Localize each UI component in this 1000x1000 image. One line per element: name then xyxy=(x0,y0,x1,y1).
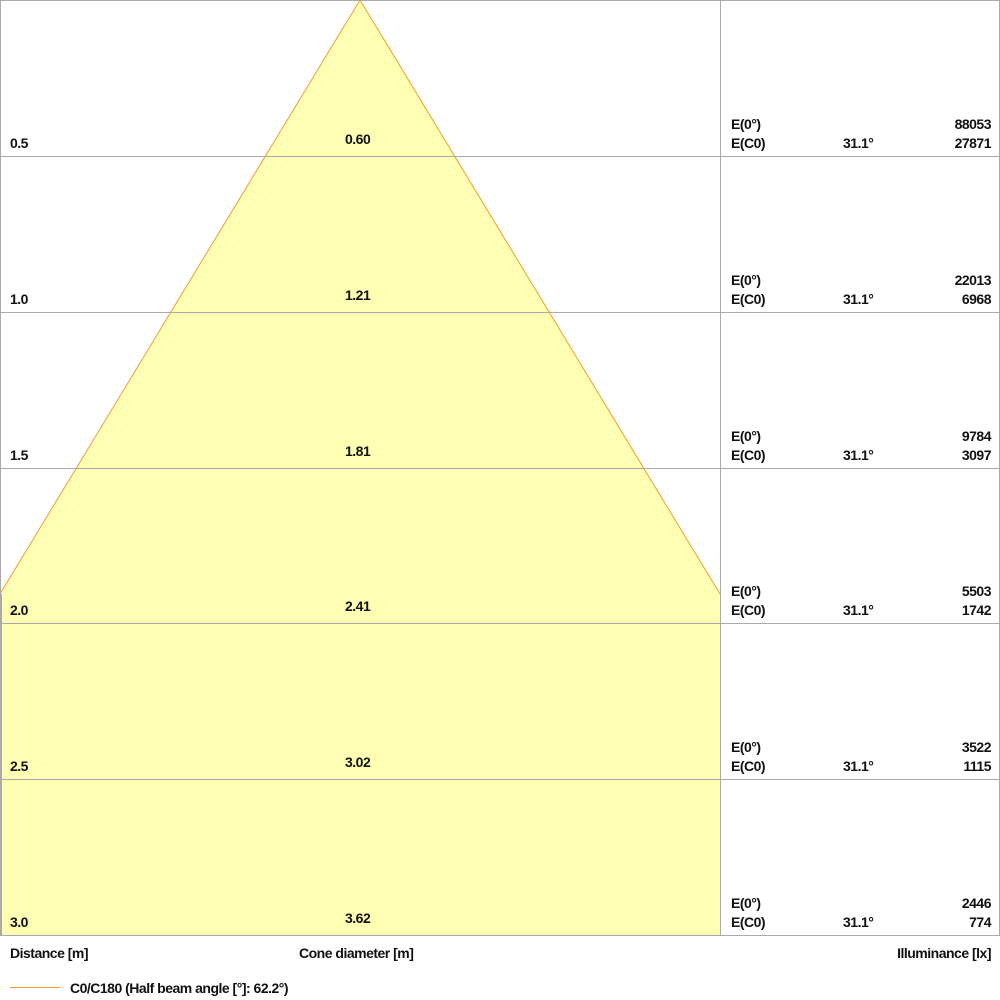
ec0-value: 27871 xyxy=(954,135,992,151)
cone-edge-right xyxy=(359,0,721,595)
cone-edge-left xyxy=(0,0,361,595)
distance-label: 3.0 xyxy=(10,914,28,930)
e0-label: E(0°) xyxy=(731,116,761,132)
ec0-label: E(C0) xyxy=(731,447,766,463)
e0-value: 2446 xyxy=(961,895,992,911)
ec0-value: 6968 xyxy=(961,291,992,307)
e0-label: E(0°) xyxy=(731,272,761,288)
ec0-label: E(C0) xyxy=(731,602,766,618)
ec0-value: 1115 xyxy=(963,758,991,774)
ec0-label: E(C0) xyxy=(731,135,766,151)
ec0-value: 3097 xyxy=(961,447,992,463)
distance-label: 1.5 xyxy=(10,447,28,463)
cone-diameter-label: 1.21 xyxy=(345,287,371,303)
e0-value: 88053 xyxy=(954,116,992,132)
distance-label: 2.5 xyxy=(10,758,28,774)
ec0-angle: 31.1° xyxy=(843,447,874,463)
e0-value: 22013 xyxy=(954,272,992,288)
e0-label: E(0°) xyxy=(731,583,761,599)
e0-value: 3522 xyxy=(961,739,992,755)
ec0-angle: 31.1° xyxy=(843,602,874,618)
e0-label: E(0°) xyxy=(731,428,761,444)
e0-value: 9784 xyxy=(961,428,992,444)
ec0-angle: 31.1° xyxy=(843,758,874,774)
ec0-label: E(C0) xyxy=(731,914,766,930)
ec0-angle: 31.1° xyxy=(843,291,874,307)
cone-diameter-label: 2.41 xyxy=(345,598,371,614)
ec0-value: 774 xyxy=(969,914,991,930)
cone-diameter-label: 1.81 xyxy=(345,443,371,459)
ec0-value: 1742 xyxy=(961,602,992,618)
cone-fill xyxy=(0,0,720,935)
illuminance-axis-label: Illuminance [lx] xyxy=(897,945,991,961)
ec0-angle: 31.1° xyxy=(843,914,874,930)
distance-axis-label: Distance [m] xyxy=(10,945,89,961)
e0-label: E(0°) xyxy=(731,739,761,755)
cone-diameter-label: 3.02 xyxy=(345,754,371,770)
ec0-label: E(C0) xyxy=(731,291,766,307)
legend-line xyxy=(10,987,60,988)
distance-label: 1.0 xyxy=(10,291,28,307)
legend-label: C0/C180 (Half beam angle [°]: 62.2°) xyxy=(70,980,289,996)
e0-value: 5503 xyxy=(961,583,992,599)
distance-label: 2.0 xyxy=(10,602,28,618)
ec0-label: E(C0) xyxy=(731,758,766,774)
e0-label: E(0°) xyxy=(731,895,761,911)
cone-diameter-label: 3.62 xyxy=(345,910,371,926)
distance-label: 0.5 xyxy=(10,135,28,151)
cone-diameter-label: 0.60 xyxy=(345,131,371,147)
cone-diameter-axis-label: Cone diameter [m] xyxy=(299,945,414,961)
ec0-angle: 31.1° xyxy=(843,135,874,151)
